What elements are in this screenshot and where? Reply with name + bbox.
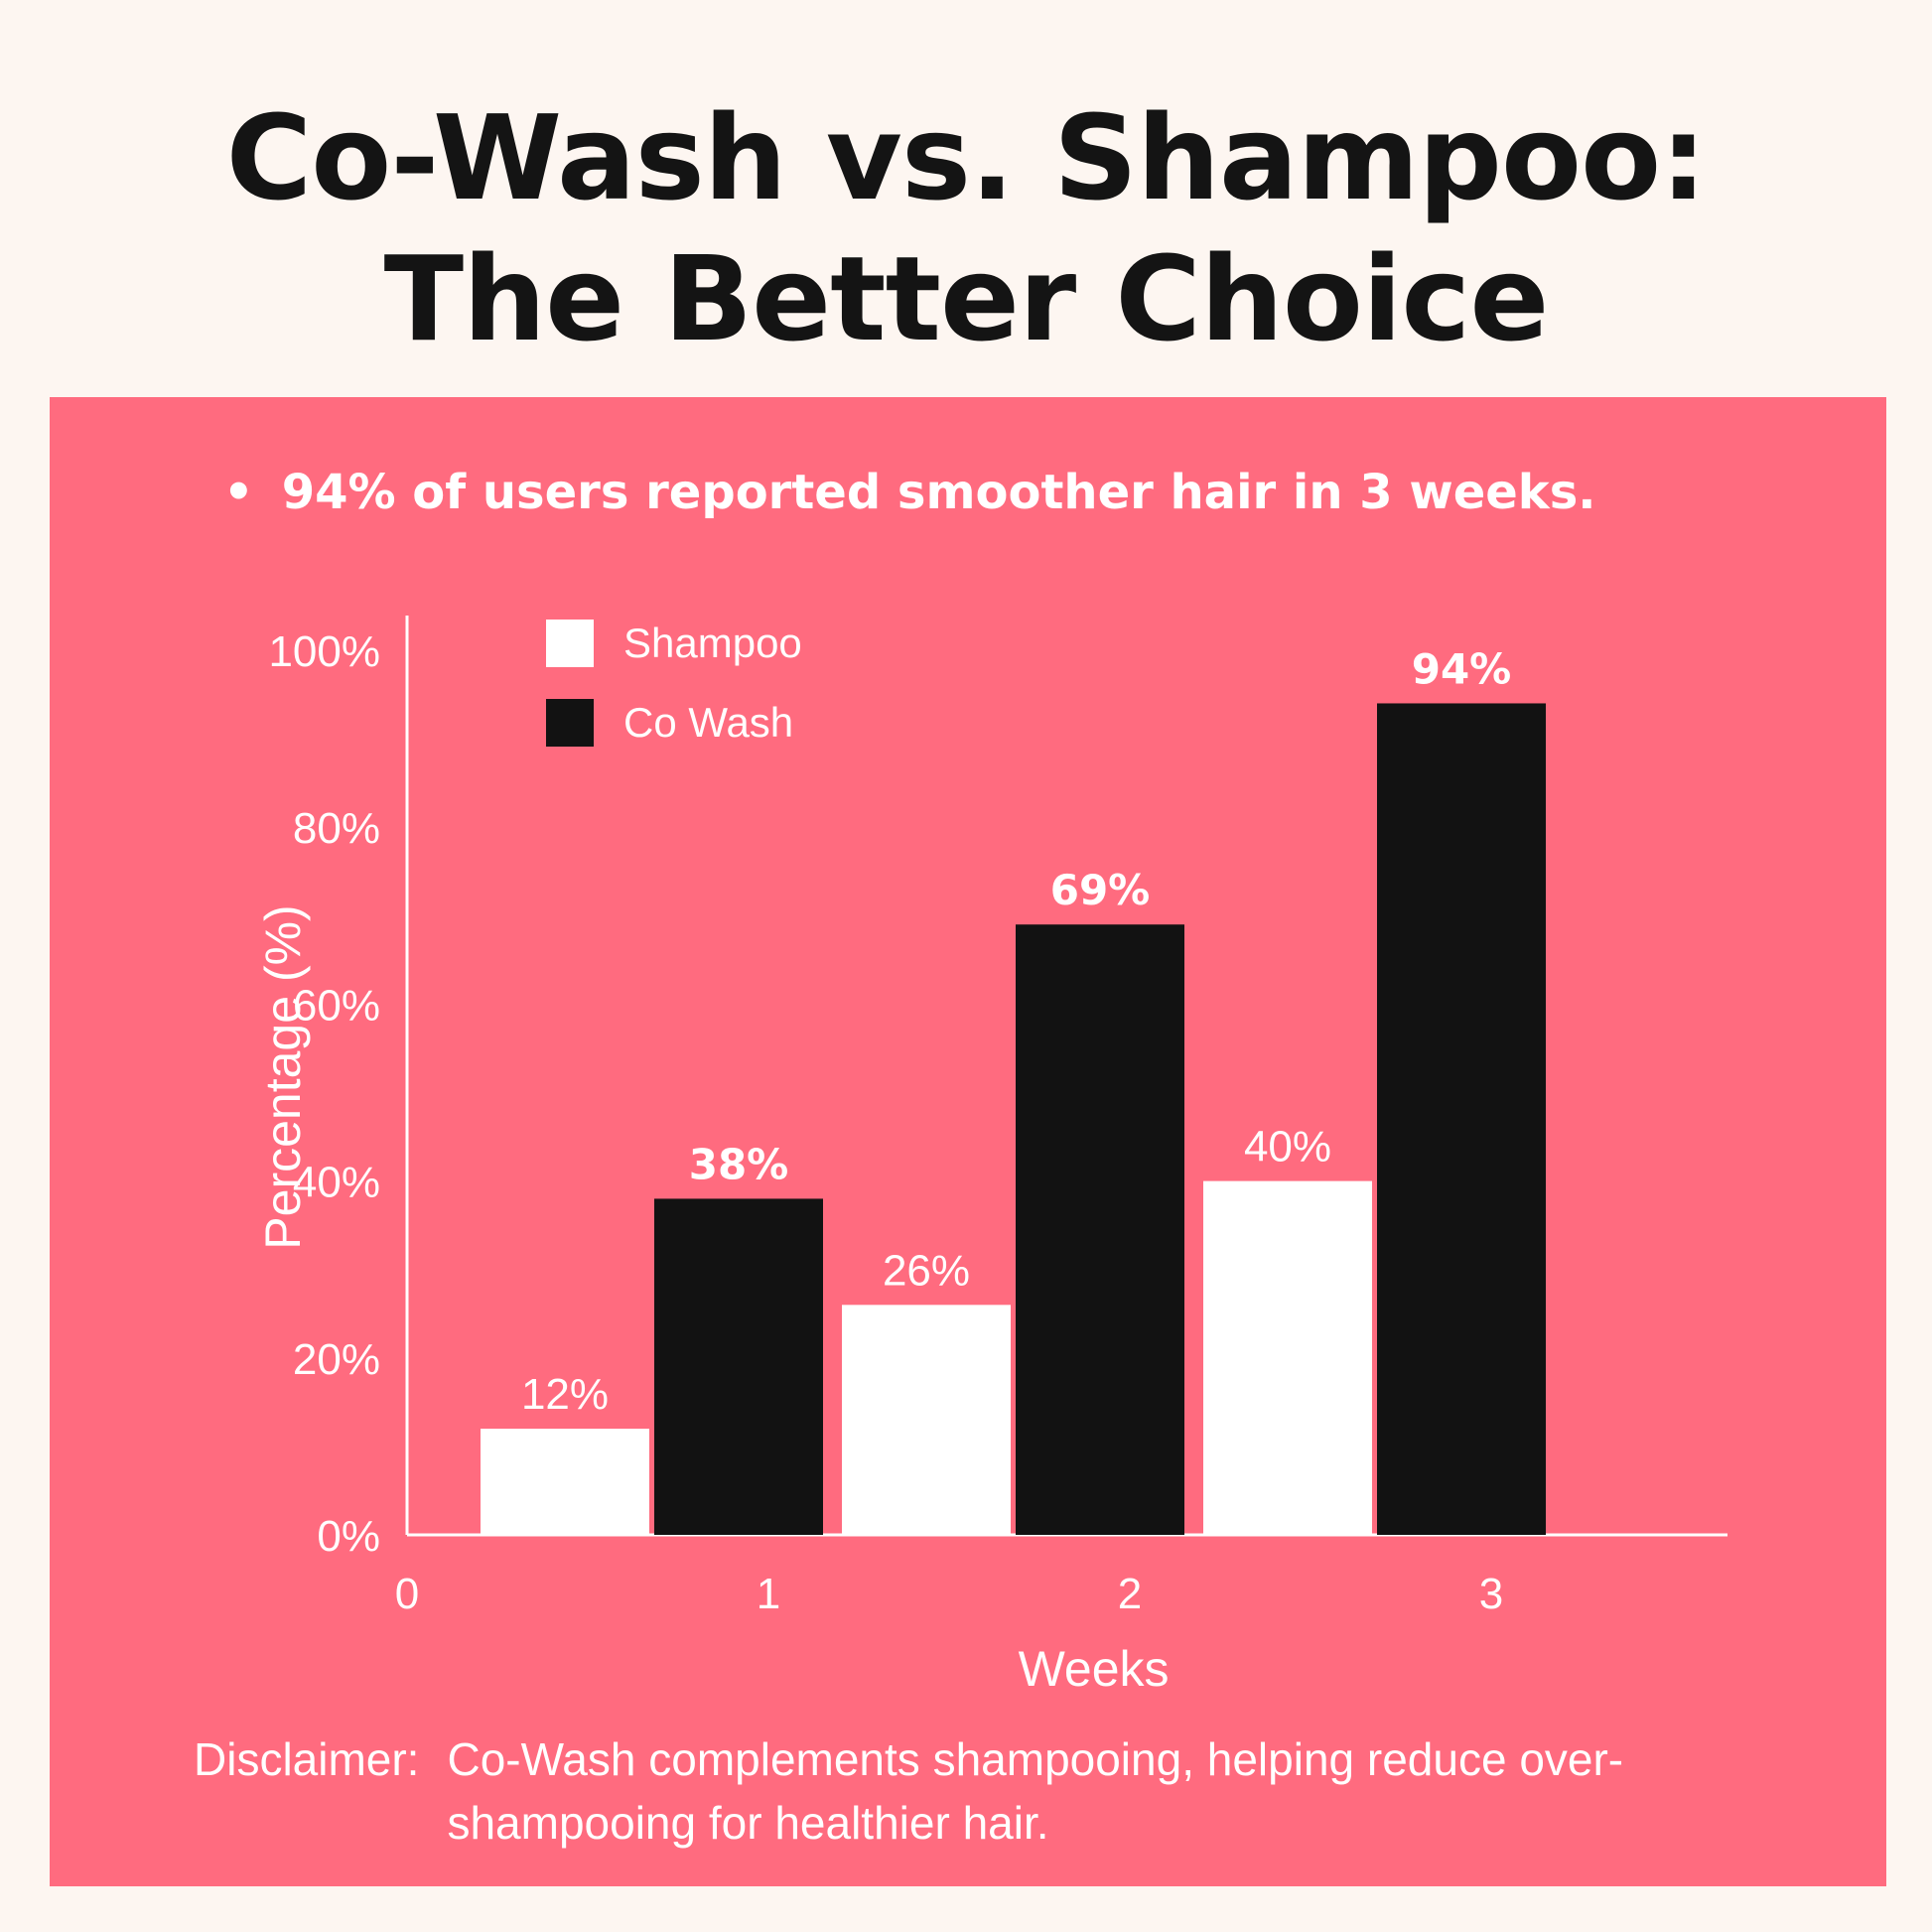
- bullet-icon: •: [223, 465, 254, 520]
- shampoo-data-label: 26%: [883, 1246, 970, 1295]
- chart-panel: • 94% of users reported smoother hair in …: [50, 397, 1886, 1886]
- legend-swatch-shampoo: [546, 620, 594, 667]
- y-tick-label: 0%: [317, 1512, 380, 1561]
- shampoo-bar: [1203, 1180, 1372, 1535]
- x-tick-label: 3: [1479, 1570, 1503, 1618]
- disclaimer-label: Disclaimer:: [194, 1733, 420, 1785]
- cowash-data-label: 94%: [1412, 644, 1512, 693]
- x-axis-title: Weeks: [1019, 1641, 1170, 1697]
- cowash-bar: [1377, 703, 1546, 1535]
- x-tick-label: 0: [395, 1570, 419, 1618]
- page-title: Co-Wash vs. Shampoo: The Better Choice: [0, 87, 1932, 369]
- highlight-text: 94% of users reported smoother hair in 3…: [281, 465, 1596, 520]
- highlight-bullet: • 94% of users reported smoother hair in …: [223, 465, 1596, 520]
- title-line-2: The Better Choice: [383, 230, 1550, 367]
- x-tick-label: 2: [1118, 1570, 1142, 1618]
- y-tick-label: 80%: [293, 804, 380, 853]
- y-tick-label: 100%: [268, 627, 380, 676]
- disclaimer-text: Co-Wash complements shampooing, helping …: [447, 1733, 1624, 1849]
- cowash-data-label: 69%: [1050, 866, 1151, 914]
- shampoo-bar: [481, 1429, 649, 1535]
- shampoo-bar: [842, 1305, 1011, 1535]
- bar-chart: 0% 20% 40% 60% 80% 100% 0 1 2 3 Weeks Percentage (%…: [255, 616, 1727, 1697]
- legend-label-shampoo: Shampoo: [623, 620, 802, 666]
- y-tick-label: 40%: [293, 1159, 380, 1207]
- shampoo-data-label: 12%: [521, 1370, 609, 1419]
- cowash-bar: [654, 1198, 823, 1535]
- cowash-bar: [1016, 924, 1184, 1535]
- y-tick-label: 20%: [293, 1335, 380, 1384]
- legend-swatch-cowash: [546, 699, 594, 747]
- x-tick-label: 1: [757, 1570, 780, 1618]
- disclaimer: Disclaimer: Co-Wash complements shampooi…: [194, 1727, 1782, 1855]
- shampoo-data-label: 40%: [1244, 1123, 1331, 1172]
- y-axis-title: Percentage (%): [255, 904, 311, 1249]
- title-line-1: Co-Wash vs. Shampoo:: [225, 89, 1708, 226]
- y-tick-label: 60%: [293, 981, 380, 1030]
- legend-label-cowash: Co Wash: [623, 699, 793, 746]
- cowash-data-label: 38%: [689, 1140, 789, 1188]
